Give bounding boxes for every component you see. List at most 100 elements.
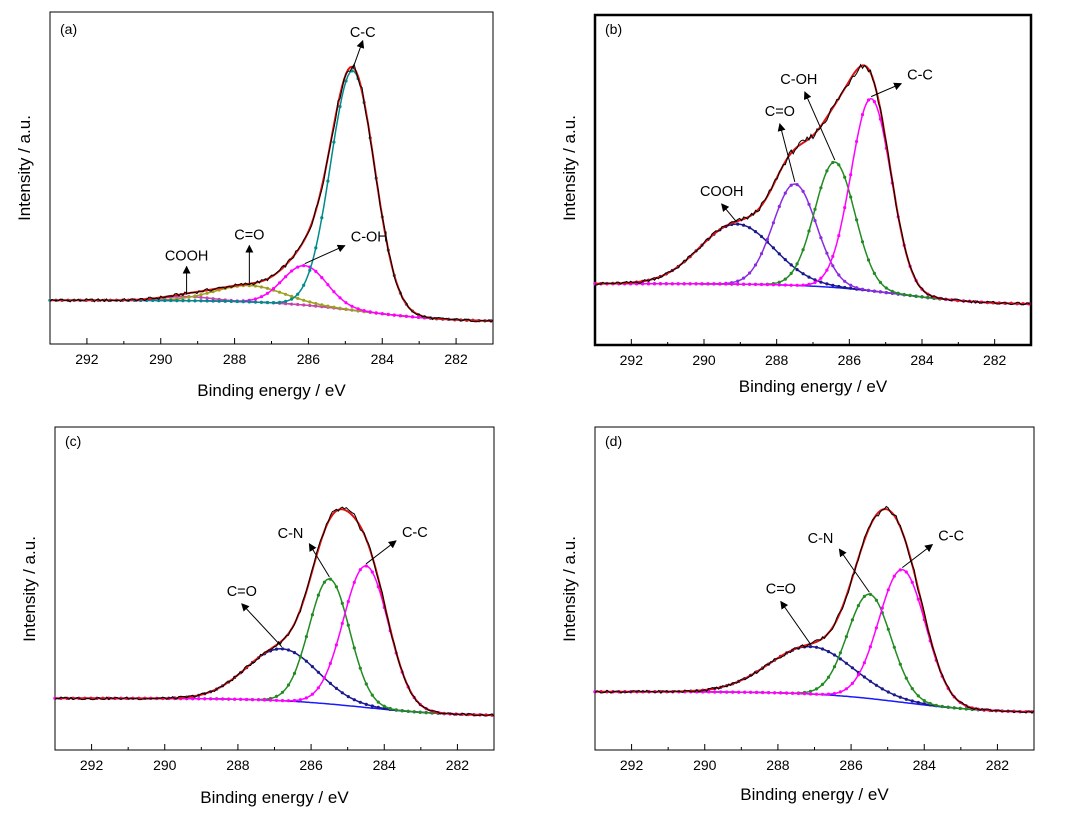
peak-marker bbox=[256, 698, 261, 702]
peak-marker bbox=[862, 661, 867, 665]
peak-marker bbox=[831, 283, 835, 287]
peak-marker bbox=[217, 299, 221, 303]
peak-marker bbox=[838, 657, 843, 661]
peak-marker bbox=[801, 272, 805, 276]
x-axis-title: Binding energy / eV bbox=[200, 788, 349, 807]
peak-marker bbox=[181, 296, 185, 300]
peak-marker bbox=[843, 206, 847, 210]
peak-curve-ceqo bbox=[55, 648, 495, 716]
peak-marker bbox=[874, 598, 879, 602]
peak-marker bbox=[922, 702, 926, 706]
x-tick-label: 288 bbox=[223, 351, 247, 367]
peak-marker bbox=[736, 279, 740, 283]
peak-marker bbox=[850, 666, 855, 670]
peak-marker bbox=[344, 307, 348, 311]
peak-marker bbox=[404, 314, 408, 318]
peak-marker bbox=[874, 683, 879, 687]
peak-marker bbox=[290, 297, 294, 301]
peak-marker bbox=[813, 278, 817, 282]
peak-marker bbox=[837, 273, 841, 277]
peak-marker bbox=[265, 291, 270, 295]
peak-marker bbox=[346, 623, 350, 627]
y-axis-title: Intensity / a.u. bbox=[15, 115, 34, 221]
peak-marker bbox=[328, 681, 332, 686]
peak-curve-cooh bbox=[595, 223, 1032, 305]
peak-marker bbox=[904, 676, 908, 680]
peak-marker bbox=[712, 282, 716, 286]
peak-marker bbox=[813, 207, 817, 211]
peak-marker bbox=[199, 299, 203, 303]
peak-marker bbox=[205, 291, 209, 295]
peak-marker bbox=[831, 264, 835, 268]
peak-marker bbox=[676, 282, 680, 286]
peak-marker bbox=[332, 140, 336, 144]
peak-label-c-c: C-C bbox=[938, 529, 964, 545]
peak-marker bbox=[759, 282, 764, 287]
peak-marker bbox=[736, 222, 740, 226]
x-tick-label: 286 bbox=[839, 757, 863, 773]
peak-marker bbox=[284, 299, 288, 303]
peak-marker bbox=[807, 202, 811, 206]
x-tick-label: 292 bbox=[620, 757, 644, 773]
fit-envelope bbox=[595, 64, 1032, 305]
annotation-arrow bbox=[901, 544, 934, 569]
peak-marker bbox=[223, 299, 227, 303]
peak-marker bbox=[308, 300, 312, 304]
panel-d: 292 290 288 286 284 282 Binding energy / eV Int… bbox=[560, 426, 1035, 804]
peak-marker bbox=[825, 282, 829, 286]
peak-marker bbox=[807, 229, 811, 233]
peak-marker bbox=[837, 234, 841, 238]
peak-marker bbox=[241, 300, 245, 304]
peak-marker bbox=[332, 290, 336, 294]
peak-marker bbox=[755, 690, 759, 695]
peak-label-ceqo: C=O bbox=[766, 582, 796, 598]
peak-marker bbox=[730, 282, 734, 286]
peak-marker bbox=[952, 706, 956, 710]
peak-marker bbox=[286, 699, 291, 703]
peak-marker bbox=[832, 665, 837, 669]
peak-marker bbox=[376, 700, 380, 704]
peak-marker bbox=[837, 284, 841, 289]
fit-envelope bbox=[55, 508, 495, 717]
peak-marker bbox=[320, 216, 324, 220]
peak-label-c-n: C-N bbox=[808, 531, 834, 547]
peak-marker bbox=[795, 283, 799, 287]
peak-marker bbox=[362, 309, 366, 313]
peak-marker bbox=[320, 276, 324, 280]
y-axis-title: Intensity / a.u. bbox=[560, 115, 579, 221]
peak-curve-c-c bbox=[50, 70, 494, 322]
annotation-arrow bbox=[304, 244, 346, 265]
peak-marker bbox=[783, 277, 787, 281]
peak-marker bbox=[316, 593, 320, 597]
peak-marker bbox=[412, 710, 416, 714]
peak-marker bbox=[382, 706, 386, 711]
peak-marker bbox=[789, 263, 793, 267]
peak-marker bbox=[838, 690, 843, 694]
peak-marker bbox=[761, 690, 765, 695]
peak-marker bbox=[370, 704, 374, 708]
peak-marker bbox=[892, 574, 896, 578]
peak-marker bbox=[239, 697, 243, 701]
peak-marker bbox=[292, 698, 297, 703]
peak-marker bbox=[278, 300, 282, 304]
peak-marker bbox=[855, 218, 859, 222]
peak-marker bbox=[742, 276, 746, 280]
peak-marker bbox=[274, 647, 279, 651]
peak-marker bbox=[819, 236, 823, 240]
peak-marker bbox=[916, 694, 920, 698]
peak-marker bbox=[777, 280, 781, 284]
peak-marker bbox=[250, 698, 255, 702]
peak-marker bbox=[416, 315, 421, 319]
x-tick-label: 290 bbox=[149, 351, 173, 367]
peak-marker bbox=[290, 294, 294, 298]
peak-label-c-n: C-N bbox=[278, 526, 304, 542]
panel-label: (a) bbox=[60, 21, 77, 37]
peak-marker bbox=[193, 299, 197, 303]
annotation-arrow bbox=[365, 540, 397, 565]
peak-marker bbox=[314, 246, 318, 250]
peak-marker bbox=[964, 707, 968, 711]
peak-marker bbox=[157, 298, 161, 303]
x-tick-label: 290 bbox=[693, 757, 717, 773]
peak-marker bbox=[874, 626, 879, 630]
